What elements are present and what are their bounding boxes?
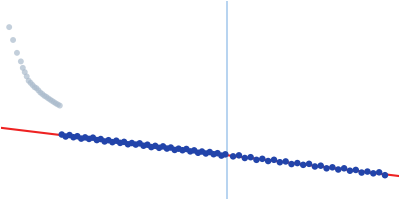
Point	[29, 83, 36, 87]
Point	[10, 38, 16, 42]
Point	[172, 148, 178, 152]
Point	[86, 137, 92, 141]
Point	[45, 97, 51, 100]
Point	[74, 135, 80, 138]
Point	[294, 161, 300, 165]
Point	[57, 104, 63, 107]
Point	[312, 165, 318, 168]
Point	[358, 171, 365, 174]
Point	[31, 86, 38, 89]
Point	[230, 155, 236, 158]
Point	[183, 147, 190, 151]
Point	[78, 137, 84, 140]
Point	[206, 150, 213, 154]
Point	[265, 159, 271, 163]
Point	[199, 150, 205, 153]
Point	[22, 71, 28, 74]
Point	[113, 139, 120, 142]
Point	[109, 141, 116, 144]
Point	[323, 167, 330, 170]
Point	[168, 146, 174, 149]
Point	[175, 147, 182, 150]
Point	[203, 152, 209, 155]
Point	[341, 167, 347, 170]
Point	[43, 95, 49, 98]
Point	[242, 156, 248, 160]
Point	[24, 75, 30, 78]
Point	[335, 168, 342, 171]
Point	[70, 136, 77, 139]
Point	[18, 60, 24, 63]
Point	[300, 163, 306, 166]
Point	[382, 174, 388, 177]
Point	[214, 152, 221, 155]
Point	[58, 133, 65, 136]
Point	[117, 141, 123, 144]
Point	[352, 168, 359, 172]
Point	[160, 145, 166, 148]
Point	[195, 151, 201, 154]
Point	[62, 135, 69, 138]
Point	[6, 26, 12, 29]
Point	[259, 157, 266, 160]
Point	[105, 139, 112, 142]
Point	[51, 101, 57, 104]
Point	[152, 144, 158, 147]
Point	[347, 169, 353, 172]
Point	[210, 153, 217, 156]
Point	[66, 133, 73, 137]
Point	[14, 51, 20, 54]
Point	[47, 98, 53, 101]
Point	[218, 154, 225, 157]
Point	[136, 142, 143, 145]
Point	[187, 150, 194, 153]
Point	[90, 136, 96, 139]
Point	[329, 166, 336, 169]
Point	[125, 143, 131, 146]
Point	[306, 162, 312, 165]
Point	[144, 143, 151, 146]
Point	[376, 171, 382, 174]
Point	[271, 158, 277, 161]
Point	[33, 87, 40, 90]
Point	[164, 147, 170, 150]
Point	[140, 144, 147, 147]
Point	[121, 140, 127, 143]
Point	[277, 161, 283, 164]
Point	[318, 164, 324, 167]
Point	[236, 154, 242, 157]
Point	[129, 141, 135, 145]
Point	[53, 102, 59, 105]
Point	[364, 170, 371, 173]
Point	[94, 138, 100, 142]
Point	[39, 92, 46, 96]
Point	[20, 66, 26, 69]
Point	[370, 172, 376, 175]
Point	[132, 143, 139, 146]
Point	[26, 79, 32, 82]
Point	[82, 136, 88, 139]
Point	[101, 140, 108, 143]
Point	[222, 153, 228, 156]
Point	[288, 162, 295, 166]
Point	[27, 81, 34, 84]
Point	[41, 94, 48, 97]
Point	[191, 149, 197, 152]
Point	[253, 158, 260, 161]
Point	[35, 89, 42, 92]
Point	[156, 146, 162, 149]
Point	[148, 145, 154, 149]
Point	[282, 160, 289, 163]
Point	[49, 99, 55, 102]
Point	[179, 149, 186, 152]
Point	[37, 91, 44, 94]
Point	[248, 156, 254, 159]
Point	[55, 103, 61, 106]
Point	[98, 137, 104, 141]
